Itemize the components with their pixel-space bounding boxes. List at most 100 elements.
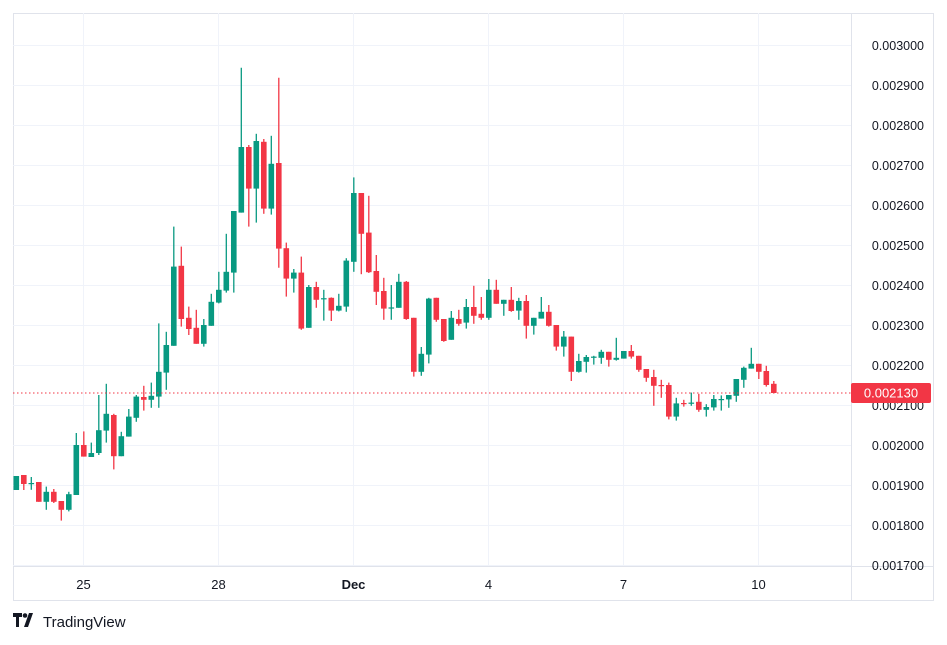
candle-up — [336, 293, 342, 312]
time-axis[interactable]: 25 28 Dec 4 7 10 — [76, 577, 765, 592]
candle-up — [148, 382, 155, 408]
candle-body — [508, 299, 515, 311]
candle-body — [283, 248, 290, 279]
candle-up — [321, 289, 327, 321]
candle-down — [366, 195, 372, 273]
candle-body — [621, 351, 627, 359]
candle-body — [636, 355, 642, 370]
candle-up — [486, 279, 492, 320]
candle-up — [28, 477, 35, 490]
candle-up — [171, 226, 177, 346]
candle-body — [651, 377, 657, 386]
candle-down — [696, 393, 702, 412]
candle-body — [448, 317, 455, 340]
candle-body — [441, 319, 447, 341]
candle-down — [111, 413, 117, 470]
candle-up — [703, 404, 710, 417]
candle-down — [283, 242, 290, 297]
candle-up — [426, 297, 432, 364]
last-price-badge: 0.002130 — [851, 383, 931, 403]
candle-body — [688, 402, 695, 404]
candle-body — [381, 291, 387, 309]
candle-down — [553, 325, 560, 351]
tradingview-logo[interactable]: TradingView — [13, 613, 126, 632]
candle-body — [21, 475, 27, 484]
tradingview-logo-text: TradingView — [43, 614, 126, 631]
candle-down — [546, 305, 552, 327]
candle-body — [88, 453, 95, 457]
candle-body — [118, 436, 125, 457]
candle-body — [193, 327, 200, 344]
price-tick-label: 0.002200 — [872, 359, 924, 373]
candle-up — [388, 285, 395, 320]
candle-down — [141, 385, 147, 411]
price-tick-label: 0.002700 — [872, 159, 924, 173]
candle-up — [118, 431, 125, 457]
candle-up — [253, 133, 260, 223]
candle-up — [516, 297, 522, 320]
candle-body — [703, 407, 710, 410]
candle-up — [726, 395, 732, 408]
candle-down — [493, 279, 500, 304]
candle-up — [583, 355, 590, 373]
candle-body — [711, 399, 717, 408]
candle-up — [223, 233, 230, 293]
candle-body — [696, 401, 702, 410]
candle-up — [463, 299, 470, 329]
candle-up — [306, 285, 312, 328]
candle-down — [276, 77, 282, 268]
candle-down — [381, 277, 387, 320]
candle-body — [628, 351, 635, 357]
last-price-label: 0.002130 — [864, 386, 918, 401]
candle-up — [613, 337, 620, 361]
last-price-badge-bg — [851, 383, 931, 403]
candle-down — [433, 297, 440, 322]
candle-body — [306, 287, 312, 328]
price-tick-label: 0.002900 — [872, 79, 924, 93]
time-tick-label: 10 — [751, 577, 765, 592]
candle-body — [276, 163, 282, 249]
candle-up — [741, 366, 747, 388]
candle-body — [238, 147, 245, 213]
candle-down — [636, 355, 642, 372]
candle-body — [96, 430, 102, 453]
price-tick-label: 0.002500 — [872, 239, 924, 253]
candle-body — [733, 379, 740, 396]
price-tick-label: 0.002000 — [872, 439, 924, 453]
candle-up — [208, 293, 215, 326]
candle-down — [36, 482, 42, 502]
time-tick-label: Dec — [342, 577, 366, 592]
price-tick-label: 0.001700 — [872, 559, 924, 573]
candle-down — [373, 255, 380, 305]
candle-body — [141, 397, 147, 400]
candle-down — [358, 193, 365, 275]
candle-up — [531, 317, 537, 335]
candle-body — [756, 363, 762, 372]
candle-body — [486, 289, 492, 318]
candle-body — [321, 298, 327, 300]
time-tick-label: 7 — [620, 577, 627, 592]
candle-body — [418, 353, 425, 372]
candle-up — [66, 491, 72, 512]
candle-body — [66, 494, 72, 510]
candle-down — [658, 379, 665, 398]
candle-body — [606, 351, 612, 360]
candle-up — [748, 347, 755, 369]
candle-up — [268, 135, 275, 215]
candle-up — [711, 395, 717, 411]
candle-up — [733, 379, 740, 402]
candle-down — [628, 345, 635, 359]
candle-body — [681, 403, 687, 405]
candle-body — [148, 395, 155, 400]
candle-body — [666, 385, 672, 417]
candle-body — [43, 491, 50, 502]
candle-body — [478, 313, 485, 318]
candle-body — [726, 395, 732, 400]
candle-body — [246, 147, 252, 189]
candle-body — [133, 396, 140, 418]
candle-body — [748, 363, 755, 369]
candle-body — [433, 297, 440, 320]
candle-down — [21, 475, 27, 490]
candle-up — [201, 319, 207, 347]
